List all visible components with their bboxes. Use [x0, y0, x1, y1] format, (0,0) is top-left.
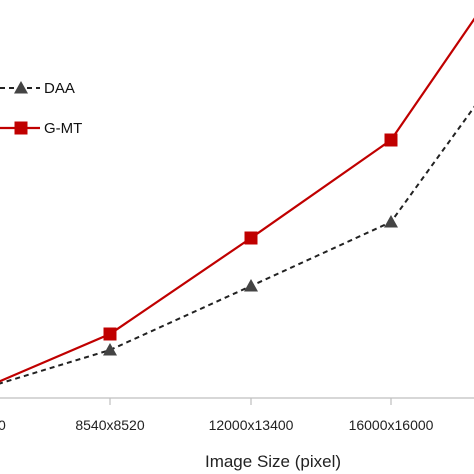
- series-line-g-mt: [0, 17, 474, 383]
- legend: DAA G-MT: [0, 80, 82, 137]
- legend-label-g-mt: G-MT: [44, 120, 82, 137]
- series-daa: [0, 105, 474, 385]
- legend-label-daa: DAA: [44, 80, 75, 97]
- legend-marker-daa: [14, 81, 28, 94]
- data-point-daa: [103, 343, 117, 356]
- data-point-g-mt: [103, 327, 117, 341]
- series-g-mt: [0, 17, 474, 383]
- legend-marker-g-mt: [14, 121, 28, 135]
- x-tick-label: 00: [0, 417, 6, 433]
- x-tick-label: 8540x8520: [75, 417, 145, 433]
- x-ticks: 00 8540x8520 12000x13400 16000x16000: [0, 398, 434, 433]
- data-point-daa: [384, 215, 398, 228]
- data-point-g-mt: [384, 133, 398, 147]
- series-layer: [0, 17, 474, 385]
- series-line-daa: [0, 105, 474, 385]
- x-tick-label: 16000x16000: [349, 417, 434, 433]
- x-axis-title: Image Size (pixel): [205, 452, 341, 471]
- legend-item-daa: DAA: [0, 80, 75, 97]
- data-point-daa: [244, 279, 258, 292]
- data-point-g-mt: [244, 231, 258, 245]
- legend-item-g-mt: G-MT: [0, 120, 82, 137]
- x-tick-label: 12000x13400: [209, 417, 294, 433]
